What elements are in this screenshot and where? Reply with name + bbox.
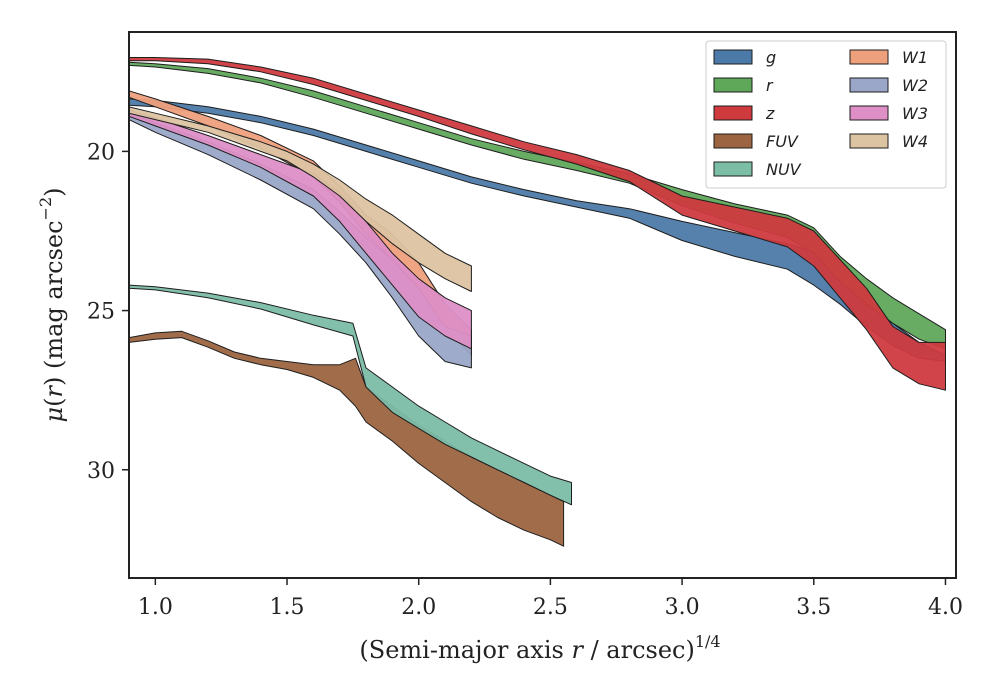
profile-bands (129, 57, 946, 547)
legend: grz FUV NUV W1 W2 W3 W4 (705, 40, 947, 189)
legend-swatch-r (713, 77, 753, 93)
band-fuv (129, 330, 565, 547)
legend-swatch-w2 (849, 77, 889, 93)
legend-item-r: r (713, 76, 774, 95)
legend-label-w1: W1 (902, 48, 928, 67)
x-axis-ticks: 1.0 1.5 2.0 2.5 3.0 3.5 4.0 (138, 578, 963, 620)
y-tick-label-2: 30 (87, 459, 115, 484)
legend-item-g: g (713, 48, 776, 67)
band-w3 (129, 109, 472, 350)
band-nuv (129, 284, 572, 506)
x-axis-label: (Semi-major axis r / arcsec)1/4 (359, 632, 720, 664)
x-tick-label-0: 1.0 (138, 595, 173, 620)
legend-label-nuv: NUV (766, 160, 802, 179)
legend-swatch-nuv (713, 161, 753, 177)
legend-item-w4: W4 (849, 132, 928, 151)
x-tick-label-5: 3.5 (796, 595, 831, 620)
x-tick-label-6: 4.0 (928, 595, 963, 620)
x-tick-label-1: 1.5 (270, 595, 305, 620)
y-tick-label-1: 25 (87, 300, 115, 325)
legend-swatch-w3 (849, 105, 889, 121)
legend-swatch-fuv (713, 133, 753, 149)
band-z (129, 57, 946, 391)
x-tick-label-2: 2.0 (401, 595, 436, 620)
legend-label-r: r (766, 76, 774, 95)
legend-swatch-g (713, 49, 753, 65)
legend-item-w1: W1 (849, 48, 928, 67)
legend-item-z: z (713, 104, 775, 123)
plot-frame (128, 31, 957, 579)
legend-label-w2: W2 (902, 76, 928, 95)
legend-label-z: z (765, 104, 775, 123)
y-tick-label-0: 20 (87, 140, 115, 165)
legend-swatch-z (713, 105, 753, 121)
legend-item-fuv: FUV (713, 132, 799, 151)
legend-swatch-w1 (849, 49, 889, 65)
band-w4 (129, 106, 472, 292)
legend-item-nuv: NUV (713, 160, 802, 179)
x-tick-label-3: 2.5 (533, 595, 568, 620)
legend-label-g: g (766, 48, 776, 67)
legend-label-w4: W4 (902, 132, 928, 151)
legend-label-fuv: FUV (766, 132, 799, 151)
x-tick-label-4: 3.0 (665, 595, 700, 620)
legend-item-w2: W2 (849, 76, 928, 95)
y-axis-label: μ(r) (mag arcsec−2) (36, 187, 68, 422)
y-axis-ticks: 20 25 30 (87, 140, 129, 484)
legend-item-w3: W3 (849, 104, 928, 123)
legend-swatch-w4 (849, 133, 889, 149)
legend-label-w3: W3 (902, 104, 928, 123)
